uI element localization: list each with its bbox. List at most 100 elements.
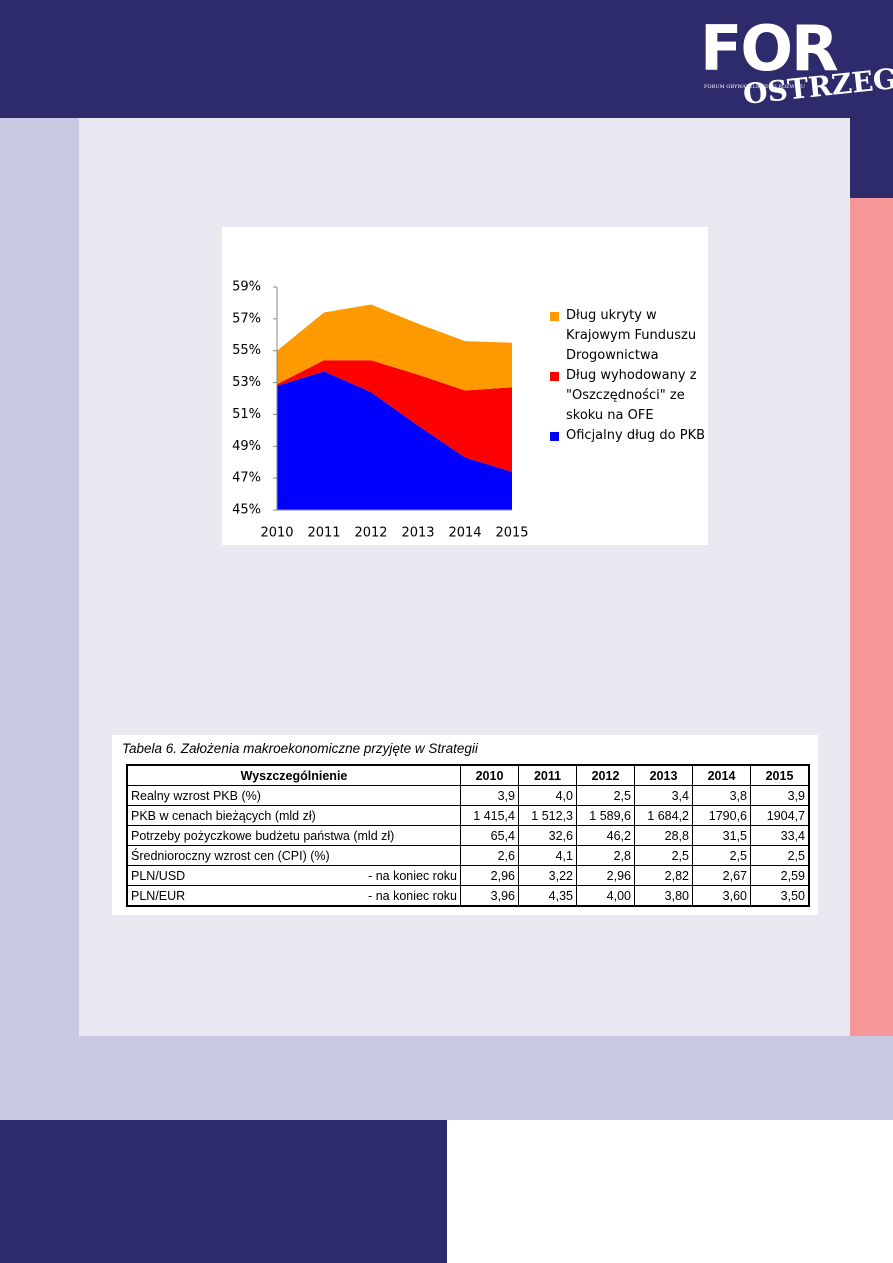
header-cell: 2015 — [750, 764, 810, 786]
legend-swatch — [550, 432, 559, 441]
legend-label: Dług wyhodowany z "Oszczędności" ze skok… — [566, 368, 697, 423]
table-title: Tabela 6. Założenia makroekonomiczne prz… — [122, 741, 478, 756]
legend-label: Oficjalny dług do PKB — [566, 428, 706, 443]
footer-dark — [0, 1120, 447, 1263]
y-tick-label: 47% — [232, 471, 261, 486]
header-cell: 2011 — [518, 764, 577, 786]
cell: 3,22 — [518, 865, 577, 886]
legend-swatch — [550, 372, 559, 381]
cell: 2,96 — [576, 865, 635, 886]
row-label-text: Potrzeby pożyczkowe budżetu państwa (mld… — [131, 828, 395, 843]
cell: 2,5 — [634, 845, 693, 866]
legend-entry: Dług ukryty w Krajowym Funduszu Drogowni… — [550, 306, 710, 366]
row-label: Potrzeby pożyczkowe budżetu państwa (mld… — [126, 825, 461, 846]
cell: 33,4 — [750, 825, 810, 846]
cell: 3,80 — [634, 885, 693, 907]
cell: 4,1 — [518, 845, 577, 866]
table-row: Realny wzrost PKB (%) 3,9 4,0 2,5 3,4 3,8 3,9 — [126, 785, 810, 806]
row-label-text: PKB w cenach bieżących (mld zł) — [131, 808, 316, 823]
header-cell: 2014 — [692, 764, 751, 786]
legend-entry: Dług wyhodowany z "Oszczędności" ze skok… — [550, 366, 710, 426]
row-label-text: Średnioroczny wzrost cen (CPI) (%) — [131, 848, 330, 863]
area — [277, 360, 512, 472]
cell: 2,6 — [460, 845, 519, 866]
cell: 3,60 — [692, 885, 751, 907]
row-label: PKB w cenach bieżących (mld zł) — [126, 805, 461, 826]
table-header-row: Wyszczególnienie 2010 2011 2012 2013 2014 2015 — [126, 764, 810, 786]
table-row: PLN/EUR - na koniec roku 3,96 4,35 4,00 3,80 3… — [126, 885, 810, 907]
row-label: Średnioroczny wzrost cen (CPI) (%) — [126, 845, 461, 866]
cell: 2,96 — [460, 865, 519, 886]
cell: 65,4 — [460, 825, 519, 846]
y-tick-label: 53% — [232, 375, 261, 390]
y-tick-label: 45% — [232, 503, 261, 518]
y-tick-label: 59% — [232, 280, 261, 295]
table-row: Średnioroczny wzrost cen (CPI) (%) 2,6 4,1… — [126, 845, 810, 866]
header-cell: 2010 — [460, 764, 519, 786]
cell: 2,5 — [750, 845, 810, 866]
y-tick-label: 57% — [232, 311, 261, 326]
y-tick-label: 55% — [232, 343, 261, 358]
table: Wyszczególnienie 2010 2011 2012 2013 2014 2015… — [126, 764, 810, 907]
cell: 2,5 — [692, 845, 751, 866]
cell: 2,59 — [750, 865, 810, 886]
cell: 4,0 — [518, 785, 577, 806]
cell: 1 684,2 — [634, 805, 693, 826]
x-tick-label: 2011 — [307, 526, 340, 541]
header-cell: Wyszczególnienie — [126, 764, 461, 786]
x-tick-label: 2013 — [401, 526, 434, 541]
cell: 1 415,4 — [460, 805, 519, 826]
y-tick-label: 49% — [232, 439, 261, 454]
cell: 1904,7 — [750, 805, 810, 826]
cell: 3,50 — [750, 885, 810, 907]
row-note: - na koniec roku — [368, 868, 457, 883]
table-row: PKB w cenach bieżących (mld zł) 1 415,4 1 … — [126, 805, 810, 826]
pink-strip — [850, 198, 893, 1036]
side-band — [850, 118, 893, 198]
cell: 1 512,3 — [518, 805, 577, 826]
cell: 2,5 — [576, 785, 635, 806]
row-label: Realny wzrost PKB (%) — [126, 785, 461, 806]
area — [277, 304, 512, 391]
header-cell: 2013 — [634, 764, 693, 786]
cell: 2,82 — [634, 865, 693, 886]
cell: 1 589,6 — [576, 805, 635, 826]
x-tick-label: 2014 — [448, 526, 481, 541]
y-tick-label: 51% — [232, 407, 261, 422]
logo: FOR — [700, 12, 839, 85]
cell: 4,00 — [576, 885, 635, 907]
legend-entry: Oficjalny dług do PKB — [550, 426, 710, 446]
legend: Dług ukryty w Krajowym Funduszu Drogowni… — [550, 306, 710, 446]
cell: 46,2 — [576, 825, 635, 846]
row-note: - na koniec roku — [368, 888, 457, 903]
cell: 3,8 — [692, 785, 751, 806]
x-tick-label: 2015 — [495, 526, 528, 541]
cell: 28,8 — [634, 825, 693, 846]
x-tick-label: 2010 — [260, 526, 293, 541]
cell: 2,8 — [576, 845, 635, 866]
cell: 3,96 — [460, 885, 519, 907]
cell: 3,9 — [460, 785, 519, 806]
header-cell: 2012 — [576, 764, 635, 786]
cell: 3,4 — [634, 785, 693, 806]
row-label: PLN/USD - na koniec roku — [126, 865, 461, 886]
row-label: PLN/EUR - na koniec roku — [126, 885, 461, 907]
row-label-text: Realny wzrost PKB (%) — [131, 788, 261, 803]
table-row: Potrzeby pożyczkowe budżetu państwa (mld… — [126, 825, 810, 846]
footer-white — [447, 1120, 893, 1263]
row-label-text: PLN/USD — [131, 868, 186, 883]
cell: 2,67 — [692, 865, 751, 886]
x-tick-label: 2012 — [354, 526, 387, 541]
legend-label: Dług ukryty w Krajowym Funduszu Drogowni… — [566, 308, 697, 363]
table-row: PLN/USD - na koniec roku 2,96 3,22 2,96 2,82 2… — [126, 865, 810, 886]
area — [277, 371, 512, 510]
cell: 1790,6 — [692, 805, 751, 826]
cell: 31,5 — [692, 825, 751, 846]
top-band — [0, 0, 893, 118]
logo-subtitle: FORUM OBYWATELSKIEGO ROZWOJU — [704, 84, 806, 90]
row-label-text: PLN/EUR — [131, 888, 186, 903]
cell: 3,9 — [750, 785, 810, 806]
legend-swatch — [550, 312, 559, 321]
